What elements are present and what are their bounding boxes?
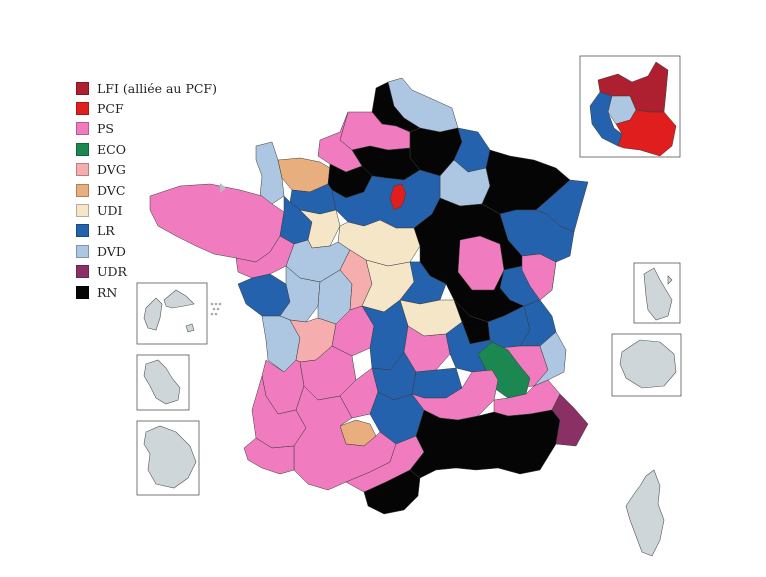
dept-jura[interactable] bbox=[521, 253, 557, 301]
dept-paris-inner[interactable] bbox=[389, 183, 407, 211]
legend-label: LR bbox=[97, 223, 115, 239]
legend-label: DVD bbox=[97, 243, 126, 259]
legend-item-lr[interactable]: LR bbox=[76, 221, 217, 241]
mayotte-map[interactable] bbox=[643, 267, 673, 321]
dept-pyrenees-atlantiques[interactable] bbox=[243, 437, 295, 475]
legend-swatch bbox=[76, 224, 89, 238]
dept-hautes-alpes[interactable] bbox=[533, 331, 567, 387]
legend-label: LFI (alliée au PCF) bbox=[97, 80, 217, 96]
legend-swatch bbox=[76, 163, 89, 177]
legend-label: PS bbox=[97, 121, 114, 137]
legend-swatch bbox=[76, 204, 89, 218]
legend-label: DVG bbox=[97, 162, 126, 178]
legend-item-dvc[interactable]: DVC bbox=[76, 180, 217, 200]
dept-cote-dor[interactable] bbox=[457, 235, 505, 291]
reunion-map[interactable] bbox=[619, 339, 677, 389]
corsica-map[interactable] bbox=[625, 469, 665, 557]
dept-herault-gard[interactable] bbox=[409, 409, 561, 479]
legend-item-udr[interactable]: UDR bbox=[76, 262, 217, 282]
legend-label: UDI bbox=[97, 203, 123, 219]
guyane-map[interactable] bbox=[143, 425, 197, 489]
guadeloupe-map[interactable] bbox=[143, 289, 195, 333]
legend-label: ECO bbox=[97, 141, 126, 157]
dept-pyrenees-orientales[interactable] bbox=[363, 469, 421, 515]
dept-alpes-maritimes[interactable] bbox=[551, 393, 589, 447]
legend-item-rn[interactable]: RN bbox=[76, 282, 217, 302]
legend-label: UDR bbox=[97, 264, 127, 280]
overseas-insets bbox=[136, 262, 682, 557]
decorative-dots bbox=[210, 183, 226, 316]
legend-item-pcf[interactable]: PCF bbox=[76, 98, 217, 118]
inset-idf-south[interactable] bbox=[615, 109, 677, 157]
legend-item-eco[interactable]: ECO bbox=[76, 139, 217, 159]
legend-label: RN bbox=[97, 284, 118, 300]
metropolitan-france bbox=[149, 77, 589, 515]
dept-vendee[interactable] bbox=[237, 273, 291, 317]
dept-gers-haute-garonne[interactable] bbox=[293, 385, 397, 491]
legend-label: DVC bbox=[97, 182, 126, 198]
legend-swatch bbox=[76, 122, 89, 136]
martinique-map[interactable] bbox=[143, 359, 181, 405]
legend: LFI (alliée au PCF) PCF PS ECO DVG DVC UDI LR DV… bbox=[76, 78, 217, 302]
legend-swatch bbox=[76, 285, 89, 299]
legend-swatch bbox=[76, 183, 89, 197]
legend-swatch bbox=[76, 244, 89, 258]
legend-swatch bbox=[76, 142, 89, 156]
legend-swatch bbox=[76, 102, 89, 116]
legend-item-dvg[interactable]: DVG bbox=[76, 160, 217, 180]
legend-item-dvd[interactable]: DVD bbox=[76, 241, 217, 261]
legend-swatch bbox=[76, 81, 89, 95]
dept-manche[interactable] bbox=[255, 141, 285, 205]
dept-loire-atlantique[interactable] bbox=[235, 235, 295, 279]
legend-item-udi[interactable]: UDI bbox=[76, 200, 217, 220]
legend-item-ps[interactable]: PS bbox=[76, 119, 217, 139]
legend-item-lfi[interactable]: LFI (alliée au PCF) bbox=[76, 78, 217, 98]
legend-label: PCF bbox=[97, 101, 124, 117]
legend-swatch bbox=[76, 265, 89, 279]
idf-inset bbox=[579, 55, 681, 158]
